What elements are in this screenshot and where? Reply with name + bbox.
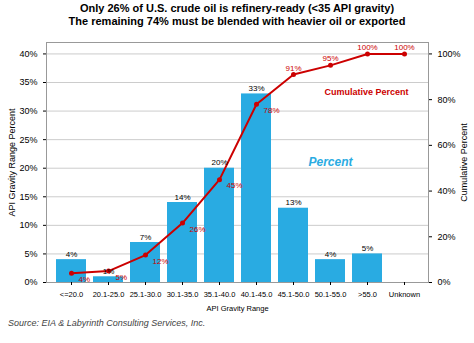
svg-text:12%: 12% <box>153 257 169 266</box>
svg-text:35%: 35% <box>19 77 37 87</box>
svg-text:1%: 1% <box>103 267 115 276</box>
html-text:Source: EIA & Labyrinth Consul: Source: EIA & Labyrinth Consulting Servi… <box>8 318 206 328</box>
svg-text:0%: 0% <box>24 277 37 287</box>
svg-text:45%: 45% <box>227 181 243 190</box>
svg-text:>55.0: >55.0 <box>358 290 377 299</box>
svg-text:Cumulative Percent: Cumulative Percent <box>459 123 469 202</box>
svg-text:30%: 30% <box>19 106 37 116</box>
svg-text:15%: 15% <box>19 192 37 202</box>
svg-text:10%: 10% <box>19 220 37 230</box>
svg-text:100%: 100% <box>394 43 414 52</box>
svg-text:25.1-30.0: 25.1-30.0 <box>130 290 162 299</box>
svg-text:35.1-40.0: 35.1-40.0 <box>204 290 236 299</box>
svg-text:4%: 4% <box>325 250 337 259</box>
svg-text:5%: 5% <box>24 249 37 259</box>
svg-text:4%: 4% <box>79 275 91 284</box>
svg-text:100%: 100% <box>357 43 377 52</box>
svg-text:91%: 91% <box>285 64 301 73</box>
svg-text:25%: 25% <box>19 135 37 145</box>
html-text:Only 26% of U.S. crude oil is: Only 26% of U.S. crude oil is refinery-r… <box>79 2 395 14</box>
svg-text:20.1-25.0: 20.1-25.0 <box>93 290 125 299</box>
svg-text:40.1-45.0: 40.1-45.0 <box>241 290 273 299</box>
svg-text:60%: 60% <box>438 140 456 150</box>
svg-text:API Gravity Range Percent: API Gravity Range Percent <box>7 108 17 217</box>
svg-text:20%: 20% <box>211 158 227 167</box>
svg-text:5%: 5% <box>362 244 374 253</box>
svg-text:Unknown: Unknown <box>389 290 420 299</box>
svg-text:14%: 14% <box>174 193 190 202</box>
svg-text:20%: 20% <box>438 232 456 242</box>
svg-text:40%: 40% <box>438 186 456 196</box>
svg-text:95%: 95% <box>322 54 338 63</box>
svg-text:100%: 100% <box>438 49 461 59</box>
html-text:The remaining 74% must be blen: The remaining 74% must be blended with h… <box>68 15 406 27</box>
svg-text:78%: 78% <box>264 106 280 115</box>
svg-text:45.1-50.0: 45.1-50.0 <box>278 290 310 299</box>
svg-text:20%: 20% <box>19 163 37 173</box>
svg-text:<=20.0: <=20.0 <box>60 290 83 299</box>
svg-text:26%: 26% <box>190 225 206 234</box>
svg-text:7%: 7% <box>140 233 152 242</box>
svg-text:30.1-35.0: 30.1-35.0 <box>167 290 199 299</box>
svg-text:80%: 80% <box>438 95 456 105</box>
svg-text:Percent: Percent <box>308 155 353 169</box>
svg-text:API Gravity Range: API Gravity Range <box>206 304 268 313</box>
svg-text:4%: 4% <box>66 250 78 259</box>
svg-text:Cumulative Percent: Cumulative Percent <box>325 87 409 97</box>
svg-text:40%: 40% <box>19 49 37 59</box>
svg-text:5%: 5% <box>116 273 128 282</box>
svg-text:0%: 0% <box>438 277 451 287</box>
svg-text:50.1-55.0: 50.1-55.0 <box>315 290 347 299</box>
svg-text:13%: 13% <box>285 198 301 207</box>
svg-text:33%: 33% <box>248 84 264 93</box>
